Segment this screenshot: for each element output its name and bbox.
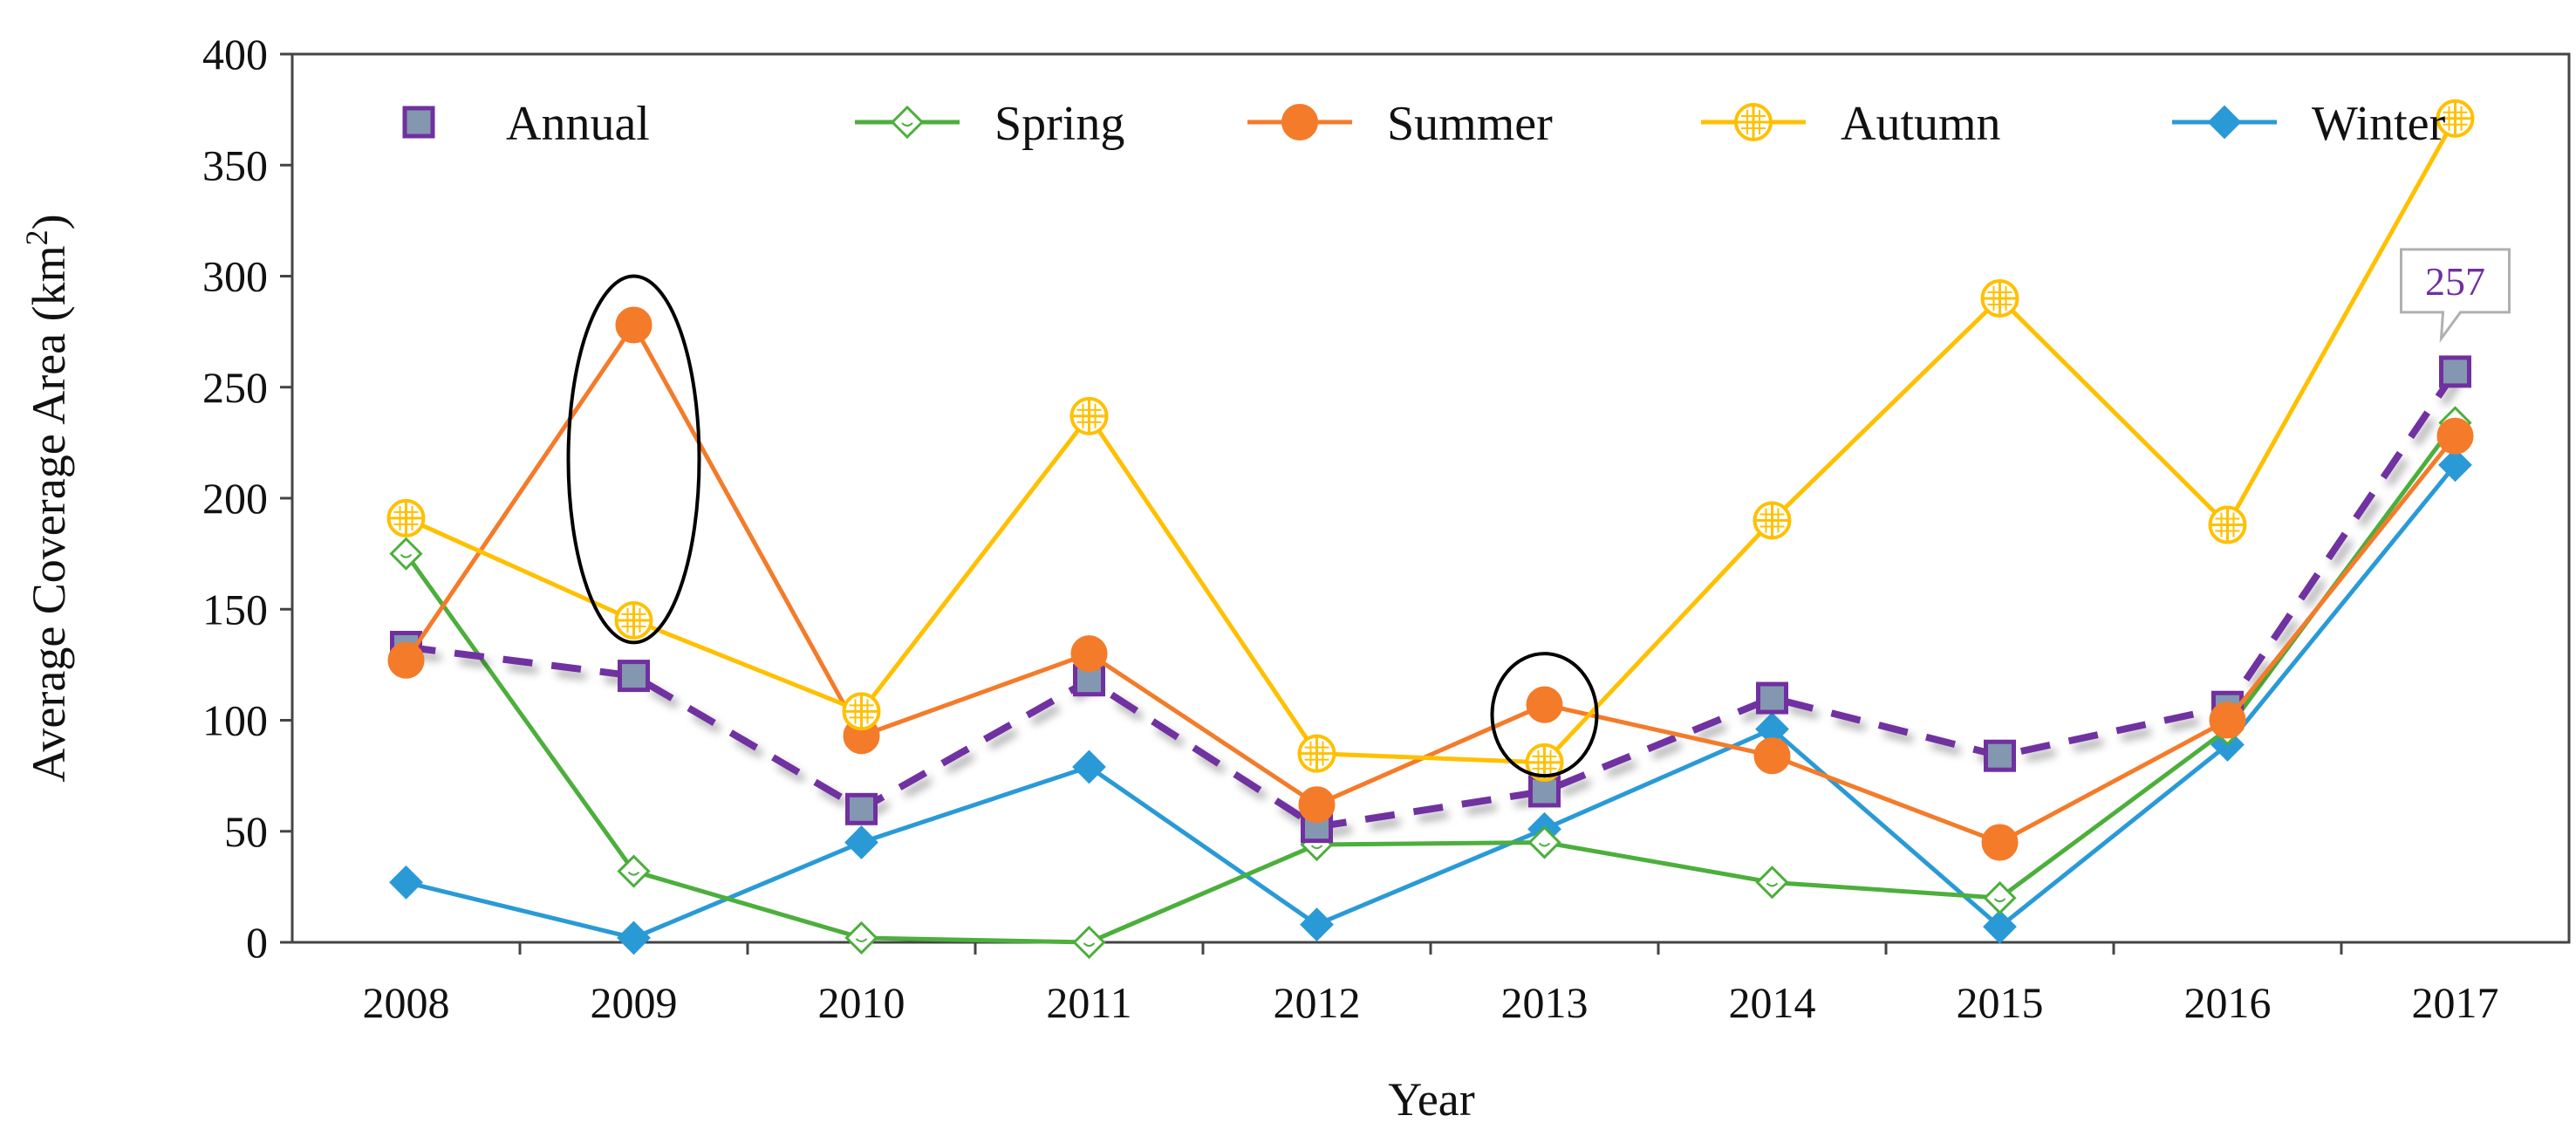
- legend-marker: [2207, 105, 2242, 140]
- data-point-autumn: [386, 498, 426, 537]
- legend-label: Autumn: [1841, 97, 2001, 151]
- y-tick-label: 300: [202, 252, 268, 301]
- data-point-autumn: [1980, 278, 2019, 318]
- data-point-summer: [615, 306, 653, 344]
- series-summer: [387, 306, 2474, 861]
- series-line-autumn: [405, 117, 2457, 765]
- data-point-winter: [2438, 448, 2472, 483]
- series-line-winter: [405, 463, 2457, 941]
- x-tick-label: 2011: [1046, 978, 1131, 1027]
- data-point-autumn: [1525, 743, 1564, 782]
- data-point-summer: [1070, 635, 1108, 673]
- legend-item-autumn: Autumn: [1701, 97, 2001, 151]
- x-tick-label: 2009: [591, 978, 678, 1027]
- data-point-winter: [1072, 749, 1106, 784]
- legend-label: Spring: [994, 97, 1124, 151]
- y-tick-label: 400: [202, 30, 268, 79]
- legend-marker: [890, 105, 925, 140]
- x-tick-label: 2008: [363, 978, 450, 1027]
- y-tick-label: 250: [202, 363, 268, 412]
- data-point-summer: [2209, 702, 2246, 739]
- y-tick-label: 350: [202, 140, 268, 189]
- data-point-spring: [1755, 866, 1789, 900]
- legend-marker: [1281, 104, 1318, 140]
- series-line-spring: [404, 421, 2457, 945]
- data-point-autumn: [1069, 396, 1109, 435]
- data-point-winter: [844, 825, 878, 859]
- data-point-autumn: [2436, 99, 2475, 138]
- y-tick-label: 150: [202, 585, 268, 633]
- data-point-autumn: [1297, 734, 1336, 773]
- data-point-summer: [1753, 737, 1791, 775]
- x-axis-title: Year: [1388, 1073, 1475, 1126]
- data-point-summer: [1298, 786, 1336, 824]
- data-point-spring: [844, 921, 878, 955]
- data-point-summer: [1981, 824, 2019, 861]
- data-point-summer: [387, 641, 425, 679]
- y-tick-label: 0: [246, 918, 268, 967]
- x-tick-label: 2014: [1729, 978, 1816, 1027]
- data-point-autumn: [1753, 501, 1792, 540]
- legend-item-spring: Spring: [855, 97, 1124, 151]
- data-point-spring: [389, 537, 423, 571]
- series-line-summer: [404, 322, 2457, 845]
- data-point-summer: [2436, 417, 2474, 455]
- data-point-annual: [2439, 355, 2471, 388]
- data-point-autumn: [2208, 505, 2247, 544]
- y-tick-label: 50: [224, 807, 268, 856]
- series-line-annual: [405, 369, 2458, 831]
- data-point-annual: [845, 792, 878, 825]
- data-point-spring: [1072, 925, 1106, 960]
- data-point-spring: [1527, 825, 1561, 859]
- x-tick-label: 2010: [818, 978, 905, 1027]
- x-tick-label: 2017: [2412, 978, 2499, 1027]
- data-point-annual: [1984, 739, 2016, 772]
- legend-label: Winter: [2312, 97, 2446, 151]
- data-point-autumn: [842, 692, 881, 731]
- x-tick-label: 2015: [1957, 978, 2044, 1027]
- series-autumn: [386, 99, 2475, 782]
- data-point-annual: [1756, 681, 1788, 715]
- legend-label: Annual: [506, 97, 650, 151]
- data-point-autumn: [614, 600, 653, 640]
- x-tick-label: 2012: [1274, 978, 1361, 1027]
- y-tick-label: 100: [202, 696, 268, 745]
- highlight-ellipse: [566, 274, 701, 645]
- legend-item-summer: Summer: [1247, 97, 1553, 151]
- data-point-annual: [618, 660, 650, 693]
- legend-marker: [402, 106, 435, 139]
- highlight-ellipse: [1490, 652, 1599, 778]
- data-label-callout: 257: [2400, 248, 2511, 343]
- legend-marker: [1734, 103, 1773, 141]
- legend-item-annual: Annual: [366, 97, 650, 151]
- legend-label: Summer: [1387, 97, 1553, 151]
- legend-item-winter: Winter: [2172, 97, 2446, 151]
- y-axis-title: Average Coverage Area (km2): [19, 214, 75, 782]
- y-tick-label: 200: [202, 474, 268, 523]
- data-point-spring: [1983, 880, 2017, 915]
- x-tick-label: 2013: [1501, 978, 1589, 1027]
- data-point-spring: [617, 854, 651, 888]
- data-point-winter: [617, 921, 651, 955]
- data-label-text: 257: [2425, 259, 2485, 304]
- data-point-winter: [1983, 909, 2017, 944]
- data-point-winter: [389, 865, 423, 900]
- data-point-summer: [1526, 686, 1563, 723]
- data-point-winter: [1300, 907, 1334, 942]
- x-tick-label: 2016: [2184, 978, 2272, 1027]
